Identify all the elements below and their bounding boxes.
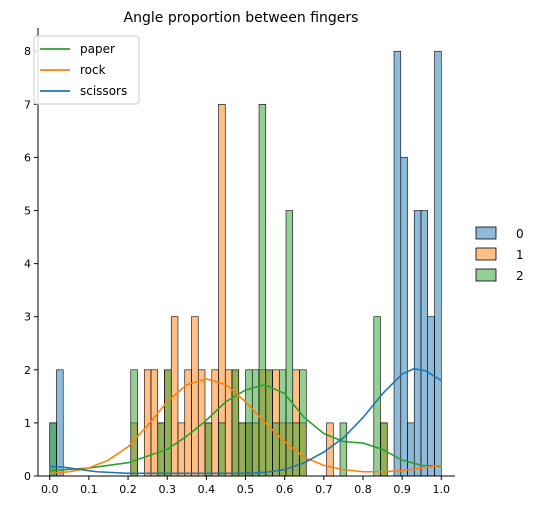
hist-legend: 0 1 2 [475, 226, 524, 283]
hist-bar-2-6 [231, 369, 240, 477]
hist-bar-0-8 [427, 316, 435, 477]
y-tick-label: 5 [24, 205, 31, 218]
hist-bar-2-2 [157, 422, 165, 477]
kde-curves [49, 367, 442, 475]
x-tick-label: 0.9 [393, 483, 411, 496]
y-tick-label: 2 [24, 364, 31, 377]
hist-bar-0-7 [420, 210, 429, 477]
hist-bar-1-11 [211, 369, 219, 477]
hist-bar-1-2 [150, 369, 159, 477]
kde-line-scissors [49, 367, 442, 475]
x-tick-label: 0.0 [41, 483, 59, 496]
hist-bar-0-6 [413, 210, 422, 477]
axes: 0.0 0.1 0.2 0.3 0.4 0.5 0.6 0.7 0.8 0.9 1.0 0 1 2 3 4 5 6… [24, 28, 455, 496]
hist-bar-2-8 [245, 369, 253, 477]
x-tick-label: 1.0 [433, 483, 451, 496]
kde-legend-label: rock [80, 63, 106, 77]
x-tick-label: 0.3 [158, 483, 176, 496]
hist-bar-2-0 [49, 422, 57, 477]
hist-bar-2-13 [278, 369, 287, 477]
hist-legend-swatch-2 [475, 268, 497, 282]
hist-legend-swatch-0 [475, 226, 497, 240]
x-tick-label: 0.6 [276, 483, 294, 496]
kde-legend-label: scissors [80, 84, 127, 98]
hist-bar-0-9 [434, 50, 442, 477]
y-tick-label: 8 [24, 45, 31, 58]
y-tick-label: 0 [24, 470, 31, 483]
x-tick-label: 0.1 [80, 483, 98, 496]
hist-bar-0-1 [56, 369, 64, 477]
hist-legend-label: 2 [516, 269, 524, 283]
hist-bar-2-4 [204, 422, 213, 477]
x-tick-label: 0.7 [315, 483, 333, 496]
hist-bar-2-9 [251, 369, 260, 477]
hist-bar-0-3 [393, 50, 402, 477]
y-tick-label: 4 [24, 258, 31, 271]
hist-legend-swatch-1 [475, 247, 497, 261]
hist-bar-0-4 [400, 157, 408, 477]
hist-bar-2-16 [299, 369, 307, 477]
hist-bar-2-7 [238, 422, 246, 477]
x-tick-label: 0.2 [119, 483, 137, 496]
hist-bar-0-5 [407, 422, 415, 477]
hist-bar-1-6 [177, 422, 186, 477]
y-tick-label: 3 [24, 311, 31, 324]
hist-legend-label: 1 [516, 248, 524, 262]
y-tick-label: 1 [24, 417, 31, 430]
hist-bar-1-8 [191, 316, 199, 477]
y-tick-label: 6 [24, 151, 31, 164]
kde-line-paper [49, 383, 442, 472]
x-tick-label: 0.5 [237, 483, 255, 496]
x-tick-label: 0.4 [198, 483, 216, 496]
x-tick-label: 0.8 [354, 483, 372, 496]
y-tick-label: 7 [24, 98, 31, 111]
hist-bar-2-14 [285, 210, 294, 477]
kde-legend: paper rock scissors [33, 35, 140, 105]
kde-legend-frame [33, 35, 140, 105]
kde-line-rock [49, 378, 442, 475]
hist-legend-label: 0 [516, 227, 524, 241]
chart-title: Angle proportion between fingers [124, 10, 359, 26]
hist-bar-2-3 [164, 369, 172, 477]
hist-bar-2-17 [339, 422, 348, 477]
kde-legend-label: paper [80, 42, 115, 56]
hist-bar-2-5 [218, 422, 226, 477]
hist-bar-1-12 [218, 104, 226, 477]
histogram-bars [49, 50, 442, 477]
